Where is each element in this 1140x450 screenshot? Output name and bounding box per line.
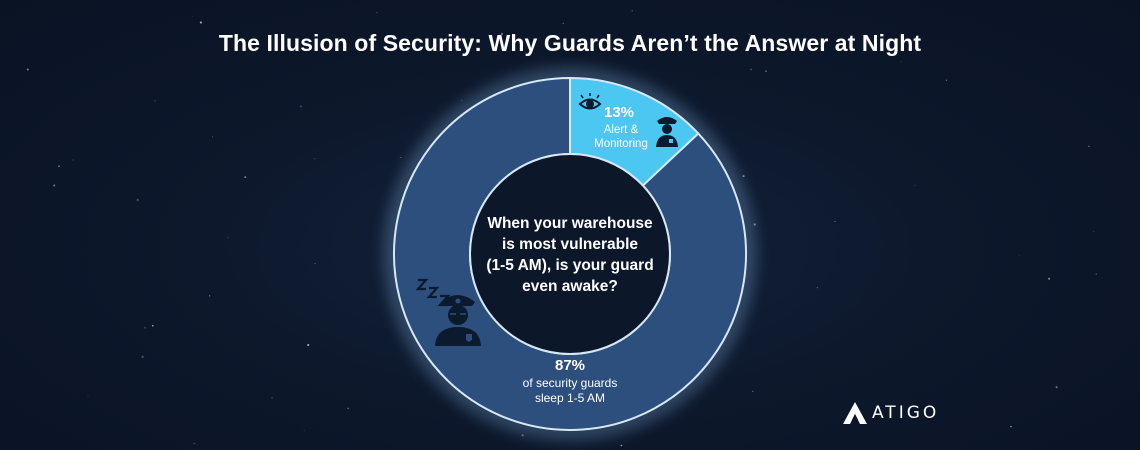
star bbox=[900, 60, 902, 63]
star bbox=[400, 157, 402, 158]
star bbox=[710, 38, 713, 40]
atigo-logo-mark-icon bbox=[843, 402, 867, 424]
star bbox=[945, 79, 948, 81]
star bbox=[303, 429, 305, 431]
alert-label-line-1: Alert & bbox=[603, 124, 639, 136]
star bbox=[816, 286, 818, 289]
star bbox=[460, 99, 463, 102]
star bbox=[300, 105, 302, 108]
donut-hole bbox=[469, 153, 671, 355]
star bbox=[1055, 386, 1058, 389]
eye-icon bbox=[578, 93, 602, 110]
star bbox=[144, 326, 147, 329]
star bbox=[154, 99, 156, 102]
star bbox=[500, 32, 504, 36]
star bbox=[1095, 273, 1097, 275]
star bbox=[271, 397, 273, 399]
star bbox=[199, 21, 203, 24]
star bbox=[750, 68, 753, 71]
star bbox=[1048, 277, 1051, 280]
star bbox=[631, 10, 633, 12]
star bbox=[752, 390, 754, 392]
chart-title: The Illusion of Security: Why Guards Are… bbox=[218, 30, 922, 56]
star bbox=[53, 184, 56, 187]
alert-percent-label: 13% bbox=[604, 104, 635, 121]
star bbox=[834, 220, 836, 222]
question-line-1: When your warehouse bbox=[487, 215, 653, 232]
alert-slice-label: Alert & Monitoring bbox=[580, 123, 662, 151]
star bbox=[72, 159, 74, 161]
star bbox=[209, 295, 211, 297]
star bbox=[1088, 145, 1090, 147]
star bbox=[748, 33, 751, 36]
star bbox=[1093, 231, 1095, 232]
sleep-percent-label: 87% bbox=[554, 357, 586, 374]
center-question: When your warehouse is most vulnerable (… bbox=[460, 213, 680, 297]
star bbox=[620, 444, 623, 447]
alert-guard-icon bbox=[656, 117, 678, 147]
star bbox=[521, 434, 524, 437]
star bbox=[347, 407, 350, 410]
star bbox=[136, 198, 139, 202]
star bbox=[141, 355, 144, 359]
star bbox=[151, 324, 154, 327]
sleeping-guard-icon bbox=[435, 295, 481, 346]
star bbox=[1010, 425, 1012, 428]
star bbox=[765, 70, 767, 72]
star bbox=[211, 136, 213, 138]
question-line-4: even awake? bbox=[522, 278, 618, 295]
star bbox=[562, 22, 564, 25]
star bbox=[914, 184, 916, 186]
star bbox=[307, 343, 310, 347]
atigo-logo-text: ATIGO bbox=[872, 403, 940, 423]
star bbox=[244, 176, 247, 179]
star bbox=[376, 11, 378, 13]
star bbox=[193, 442, 195, 445]
star bbox=[1018, 255, 1020, 257]
star bbox=[227, 236, 229, 239]
sleep-slice-label: of security guards sleep 1-5 AM bbox=[490, 376, 650, 406]
star bbox=[753, 223, 756, 226]
star bbox=[26, 68, 29, 71]
star bbox=[314, 262, 316, 264]
sleep-label-line-1: of security guards bbox=[522, 376, 618, 390]
question-line-3: (1-5 AM), is your guard bbox=[486, 257, 654, 274]
question-line-2: is most vulnerable bbox=[501, 236, 639, 253]
atigo-logo: ATIGO bbox=[842, 400, 939, 426]
star bbox=[87, 396, 89, 397]
star bbox=[742, 175, 745, 178]
sleep-label-line-2: sleep 1-5 AM bbox=[534, 391, 606, 405]
star bbox=[191, 16, 193, 18]
star bbox=[58, 165, 60, 167]
star bbox=[314, 158, 316, 160]
alert-label-line-2: Monitoring bbox=[594, 138, 648, 150]
